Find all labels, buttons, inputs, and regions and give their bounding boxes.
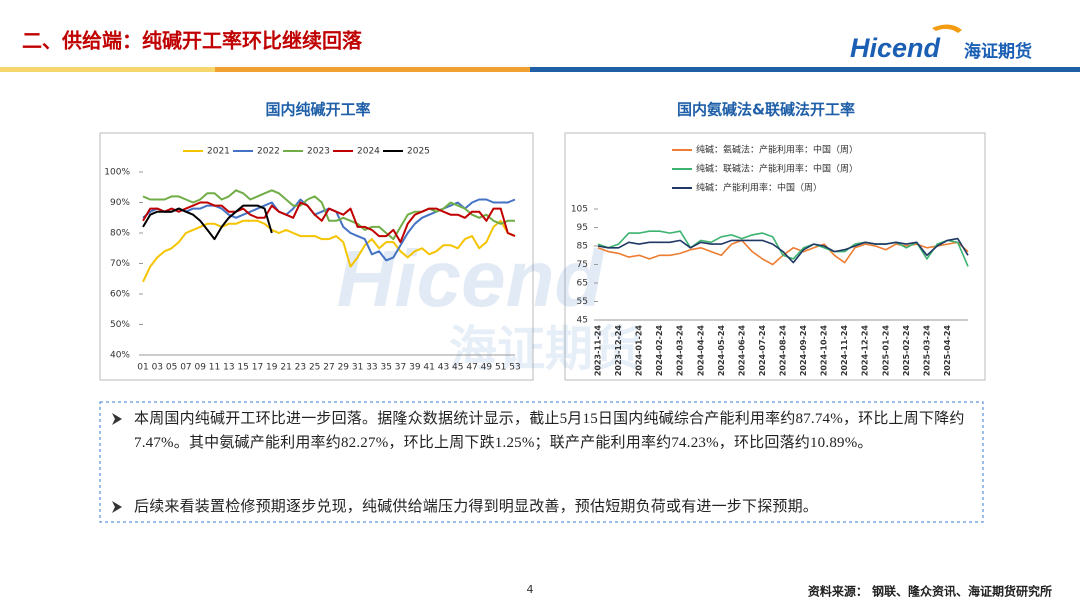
x-tick-label: 49 [481,363,493,373]
y-tick-label: 45 [577,316,588,326]
x-tick-label: 35 [381,363,392,373]
x-tick-label: 15 [237,363,248,373]
chart-title: 国内氨碱法&联碱法开工率 [677,101,855,119]
x-tick-label: 2024-09-24 [799,325,808,377]
x-tick-label: 2024-04-24 [696,325,705,377]
chart-frame [564,132,986,381]
header-bar [215,67,530,72]
header-bar [530,67,1080,72]
legend-label: 2021 [207,147,230,157]
series-line [597,237,969,264]
source: 资料来源： 钢联、隆众资讯、海证期货研究所 [808,584,1052,599]
x-tick-label: 37 [395,363,406,373]
x-tick-label: 43 [438,363,449,373]
x-tick-label: 2025-02-24 [902,325,911,377]
x-tick-label: 2025-01-24 [881,325,890,377]
x-tick-label: 05 [166,363,177,373]
legend-label: 纯碱：产能利用率：中国（周） [696,182,822,194]
legend-label: 2022 [257,147,280,157]
y-tick-label: 80% [110,229,130,239]
x-tick-label: 2024-08-24 [779,325,788,377]
x-tick-label: 27 [323,363,334,373]
watermark: Hicend [337,234,606,323]
x-tick-label: 2024-05-24 [717,325,726,377]
x-tick-label: 25 [309,363,320,373]
series-line [597,230,969,267]
x-tick-label: 2023-11-24 [594,325,603,377]
legend-label: 纯碱：联碱法：产能利用率：中国（周） [696,163,858,175]
x-tick-label: 09 [195,363,207,373]
x-tick-label: 31 [352,363,363,373]
x-tick-label: 07 [180,363,191,373]
legend-label: 2025 [407,147,430,157]
legend-label: 2024 [357,147,380,157]
y-tick-label: 60% [110,290,130,300]
bullet-text: 后续来看装置检修预期逐步兑现，纯碱供给端压力得到明显改善，预估短期负荷或有进一步… [134,499,819,515]
logo-swoosh [932,24,962,33]
chart-title: 国内纯碱开工率 [265,101,370,119]
bullet-marker [112,501,122,513]
legend-label: 纯碱：氨碱法：产能利用率：中国（周） [696,144,858,156]
x-tick-label: 41 [423,363,434,373]
y-tick-label: 65 [577,279,588,289]
x-tick-label: 33 [366,363,377,373]
x-tick-label: 2024-07-24 [758,325,767,377]
slide-title: 二、供给端：纯碱开工率环比继续回落 [22,29,363,53]
logo-cn: 海证期货 [964,41,1032,62]
header-bar [0,67,215,72]
y-tick-label: 105 [571,205,588,215]
x-tick-label: 03 [152,363,163,373]
x-tick-label: 2024-01-24 [635,325,644,377]
x-tick-label: 2024-11-24 [840,325,849,377]
x-tick-label: 19 [266,363,278,373]
x-tick-label: 2025-04-24 [943,325,952,377]
y-tick-label: 40% [110,351,130,361]
series-line [142,219,516,283]
x-tick-label: 45 [452,363,463,373]
x-tick-label: 47 [466,363,477,373]
x-tick-label: 53 [509,363,520,373]
y-tick-label: 50% [110,320,130,330]
legend-label: 2023 [307,147,330,157]
x-tick-label: 23 [295,363,306,373]
y-tick-label: 90% [110,198,130,208]
x-tick-label: 2025-03-24 [922,325,931,377]
y-tick-label: 100% [104,168,130,178]
x-tick-label: 51 [495,363,506,373]
x-tick-label: 2024-10-24 [820,325,829,377]
series-line [142,189,515,241]
y-tick-label: 55 [577,297,588,307]
bullet-marker [112,413,122,425]
y-tick-label: 75 [577,260,588,270]
x-tick-label: 11 [209,363,220,373]
watermark: 海证期货 [449,321,641,377]
series-line [142,201,516,244]
y-tick-label: 95 [577,223,588,233]
x-tick-label: 2024-12-24 [861,325,870,377]
x-tick-label: 01 [137,363,148,373]
y-tick-label: 70% [110,259,130,269]
x-tick-label: 21 [280,363,291,373]
chart-frame [99,132,534,381]
x-tick-label: 2024-06-24 [737,325,746,377]
x-tick-label: 39 [409,363,421,373]
x-tick-label: 2024-03-24 [676,325,685,377]
text-box [99,401,984,523]
bullet-text: 本周国内纯碱开工环比进一步回落。据隆众数据统计显示，截止5月15日国内纯碱综合产… [134,411,965,451]
x-tick-label: 2023-12-24 [614,325,623,377]
x-tick-label: 13 [223,363,234,373]
x-tick-label: 2024-02-24 [655,325,664,377]
x-tick-label: 17 [252,363,263,373]
page-number: 4 [527,583,534,596]
x-tick-label: 29 [338,363,350,373]
logo-text: Hicend [850,33,941,63]
y-tick-label: 85 [577,242,588,252]
series-line [142,204,273,241]
